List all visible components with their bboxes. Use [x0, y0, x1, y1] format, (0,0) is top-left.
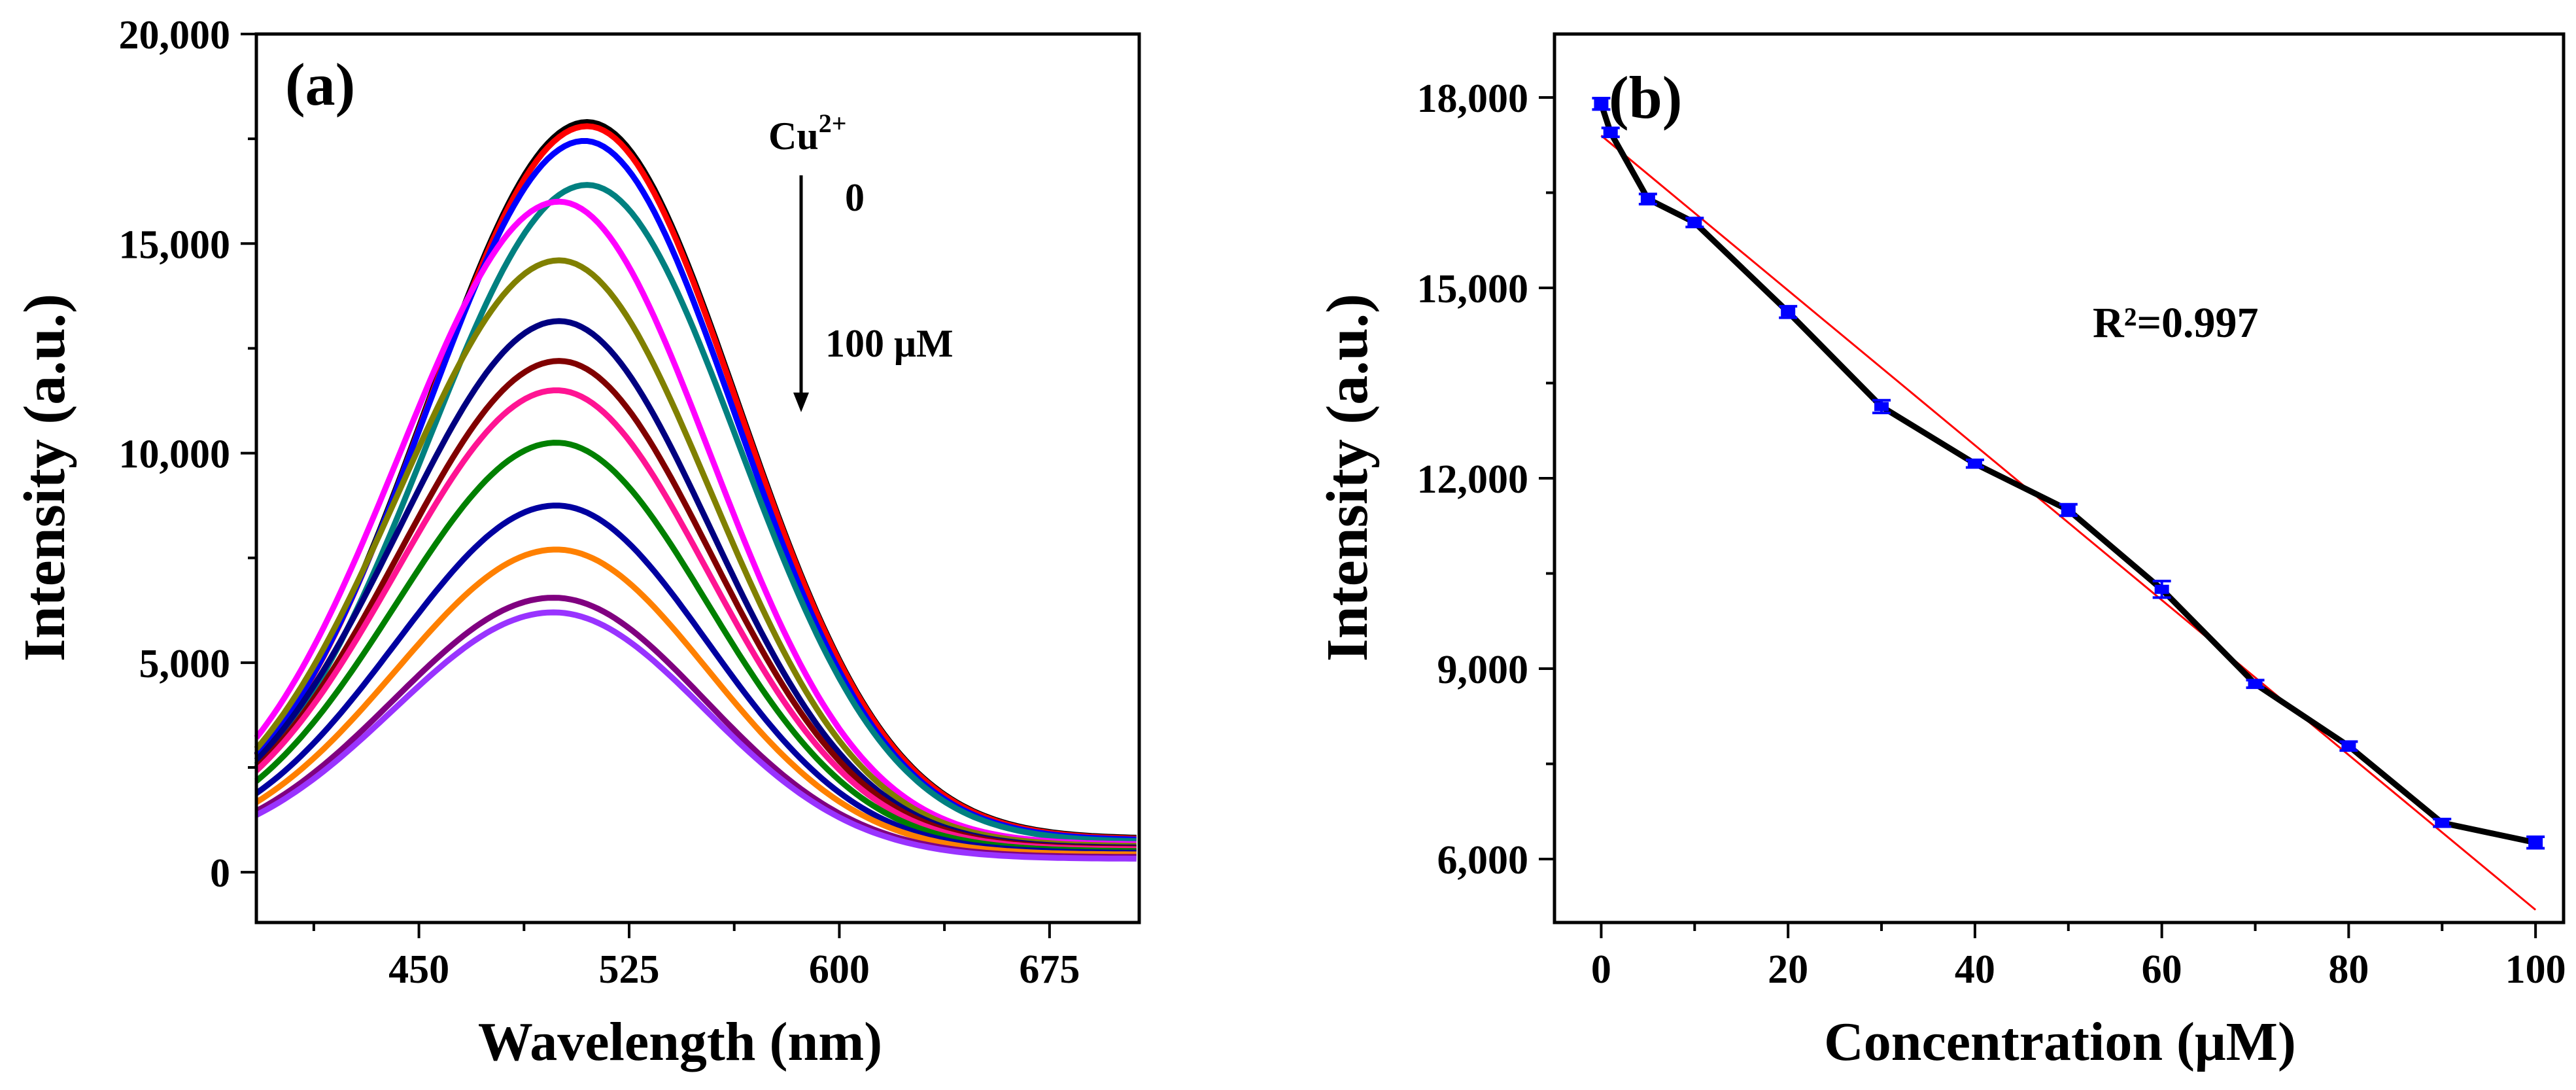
y-tick-label: 20,000	[119, 13, 231, 58]
panel-a-x-axis-title: Wavelength (nm)	[478, 1011, 882, 1072]
data-point	[1872, 398, 1891, 415]
y-tick-label: 12,000	[1417, 457, 1529, 502]
spectrum-series-8	[254, 358, 1137, 852]
data-point	[1685, 217, 1704, 228]
spectrum-series-14	[254, 609, 1137, 862]
data-marker	[1874, 402, 1889, 412]
spectrum-series-4	[254, 182, 1137, 845]
spectrum-series-12	[254, 546, 1137, 858]
y-tick-label: 18,000	[1417, 77, 1529, 121]
data-marker	[1594, 99, 1609, 109]
data-point	[1601, 126, 1620, 139]
panel-b-data-points	[1592, 96, 2545, 850]
x-tick-label: 675	[1019, 947, 1080, 992]
data-marker	[1687, 218, 1702, 228]
x-tick-label: 525	[599, 947, 660, 992]
y-tick-label: 5,000	[139, 642, 231, 686]
concentration-end-label: 100 μM	[825, 322, 953, 365]
x-tick-label: 80	[2328, 947, 2369, 992]
x-tick-label: 600	[809, 947, 870, 992]
ion-symbol: Cu	[768, 114, 819, 158]
spectrum-series-13	[254, 595, 1137, 860]
panel-a-x-ticks: 450 525 600 675	[312, 923, 1080, 992]
linear-fit-line	[1600, 135, 2537, 911]
panel-a-series-group	[254, 118, 1137, 862]
spectrum-series-3	[254, 138, 1137, 843]
x-tick-label: 100	[2505, 947, 2566, 992]
ion-charge: 2+	[819, 109, 847, 138]
concentration-start-label: 0	[845, 176, 865, 219]
data-marker	[1603, 128, 1618, 137]
panel-a-chart: 450 525 600 675 0 5,000 10,000 15,000 20,000 (a…	[12, 13, 1141, 1072]
data-marker	[2528, 837, 2543, 847]
data-point	[1638, 192, 1657, 205]
panel-a-y-axis-title: Intensity (a.u.)	[12, 294, 77, 662]
data-point	[2152, 580, 2171, 599]
data-point	[2339, 740, 2358, 752]
panel-a-y-ticks: 0 5,000 10,000 15,000 20,000	[119, 13, 256, 896]
panel-b-y-ticks: 6,000 9,000 12,000 15,000 18,000	[1417, 77, 1554, 883]
x-tick-label: 60	[2142, 947, 2182, 992]
data-marker	[2061, 505, 2076, 515]
intensity-trend-line	[1598, 103, 2537, 846]
data-point	[1592, 96, 1611, 111]
y-tick-label: 15,000	[119, 222, 231, 267]
panel-b-x-ticks: 0 20 40 60 80 100	[1591, 923, 2566, 992]
panel-b-plot-frame	[1553, 32, 2566, 924]
y-tick-label: 6,000	[1437, 838, 1529, 883]
x-tick-label: 450	[388, 947, 449, 992]
data-point	[2526, 835, 2545, 850]
r-squared-label: R²=0.997	[2093, 299, 2259, 347]
panel-a-label: (a)	[285, 51, 355, 118]
y-tick-label: 10,000	[119, 432, 231, 477]
panel-b-label: (b)	[1609, 64, 1682, 131]
panel-b-x-axis-title: Concentration (μM)	[1824, 1011, 2296, 1072]
data-point	[1965, 458, 1984, 469]
x-tick-label: 0	[1591, 947, 1611, 992]
data-point	[2433, 817, 2452, 828]
data-point	[1779, 305, 1798, 319]
data-marker	[2248, 679, 2263, 689]
x-tick-label: 40	[1955, 947, 1995, 992]
y-tick-label: 9,000	[1437, 648, 1529, 692]
panel-b-y-axis-title: Intensity (a.u.)	[1315, 294, 1380, 662]
data-marker	[2341, 741, 2356, 751]
data-marker	[1967, 459, 1982, 468]
panel-b-chart: 0 20 40 60 80 100 6,000 9,000 12,000 15,000 18,00…	[1315, 32, 2566, 1072]
data-marker	[2154, 584, 2169, 594]
y-tick-label: 15,000	[1417, 267, 1529, 311]
data-marker	[1781, 307, 1796, 317]
panel-a-plot-frame	[254, 32, 1141, 924]
x-tick-label: 20	[1768, 947, 1808, 992]
y-tick-label: 0	[210, 851, 230, 896]
concentration-arrow-head	[793, 393, 809, 412]
data-point	[2059, 502, 2078, 518]
data-point	[2246, 678, 2265, 690]
ion-label: Cu2+	[768, 109, 847, 158]
data-marker	[2435, 818, 2450, 828]
data-marker	[1640, 194, 1655, 204]
